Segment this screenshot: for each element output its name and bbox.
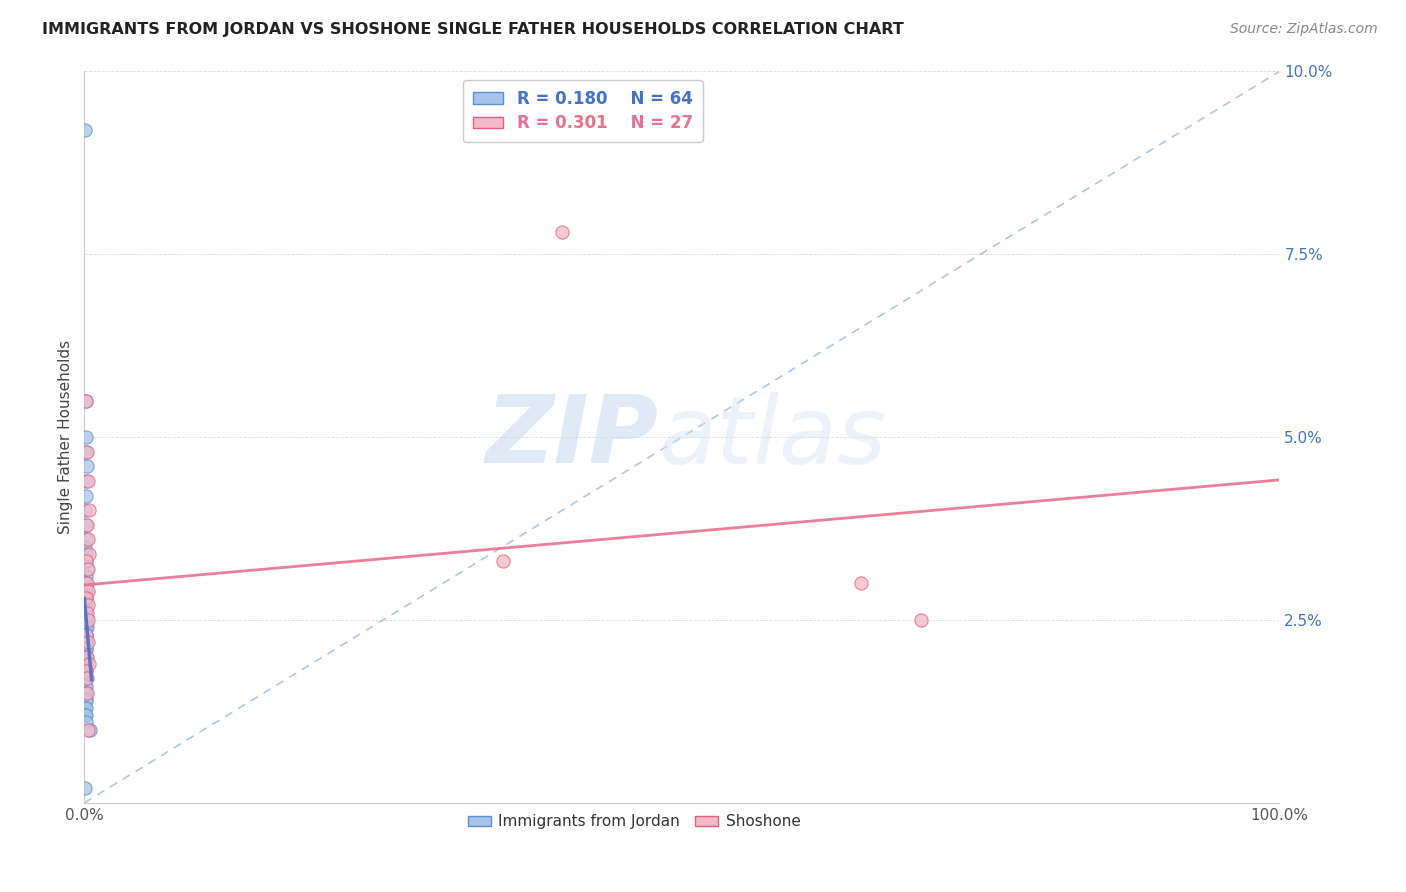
Point xyxy=(75,430,97,444)
Point xyxy=(75,642,97,657)
Point xyxy=(75,613,97,627)
Point xyxy=(77,562,100,576)
Point xyxy=(75,606,97,620)
Point xyxy=(75,576,97,591)
Point xyxy=(75,599,97,613)
Point xyxy=(75,503,97,517)
Point xyxy=(75,635,97,649)
Point xyxy=(75,591,97,605)
Point xyxy=(77,613,100,627)
Point xyxy=(75,591,97,605)
Point xyxy=(75,627,97,641)
Point xyxy=(75,686,97,700)
Point xyxy=(75,599,97,613)
Point xyxy=(75,700,97,714)
Point xyxy=(75,642,97,657)
Point xyxy=(75,569,97,583)
Point xyxy=(75,606,97,620)
Point xyxy=(75,657,97,671)
Point xyxy=(75,474,97,488)
Point xyxy=(75,715,97,730)
Point xyxy=(75,583,97,598)
Point xyxy=(551,225,574,239)
Point xyxy=(75,664,97,678)
Point xyxy=(75,664,97,678)
Point xyxy=(75,781,97,796)
Point xyxy=(75,554,97,568)
Point xyxy=(76,686,98,700)
Point xyxy=(492,554,515,568)
Point xyxy=(75,679,97,693)
Point xyxy=(75,393,97,408)
Point xyxy=(75,540,97,554)
Point xyxy=(76,562,98,576)
Point xyxy=(75,672,97,686)
Point xyxy=(75,664,97,678)
Text: Source: ZipAtlas.com: Source: ZipAtlas.com xyxy=(1230,22,1378,37)
Point xyxy=(75,679,97,693)
Point xyxy=(77,503,100,517)
Point xyxy=(75,444,97,458)
Point xyxy=(77,474,100,488)
Point xyxy=(75,657,97,671)
Point xyxy=(851,576,873,591)
Point xyxy=(75,708,97,723)
Point xyxy=(75,672,97,686)
Point xyxy=(76,444,98,458)
Point xyxy=(910,613,932,627)
Point xyxy=(75,123,97,137)
Point xyxy=(75,649,97,664)
Point xyxy=(76,517,98,532)
Point xyxy=(75,489,97,503)
Point xyxy=(76,672,98,686)
Point xyxy=(77,635,100,649)
Point xyxy=(75,591,97,605)
Y-axis label: Single Father Households: Single Father Households xyxy=(58,340,73,534)
Point xyxy=(77,583,100,598)
Point xyxy=(75,620,97,634)
Text: ZIP: ZIP xyxy=(485,391,658,483)
Point xyxy=(76,620,98,634)
Point xyxy=(75,576,97,591)
Point xyxy=(77,533,100,547)
Point xyxy=(75,657,97,671)
Point xyxy=(76,606,98,620)
Point xyxy=(75,686,97,700)
Point xyxy=(75,627,97,641)
Point xyxy=(77,723,100,737)
Point xyxy=(75,693,97,707)
Point xyxy=(75,517,97,532)
Point xyxy=(75,533,97,547)
Point xyxy=(76,459,98,474)
Point xyxy=(75,693,97,707)
Point xyxy=(75,547,97,561)
Point xyxy=(75,635,97,649)
Point xyxy=(75,649,97,664)
Point xyxy=(76,649,98,664)
Point xyxy=(75,627,97,641)
Legend: Immigrants from Jordan, Shoshone: Immigrants from Jordan, Shoshone xyxy=(461,808,807,836)
Point xyxy=(75,649,97,664)
Point xyxy=(75,613,97,627)
Point xyxy=(75,642,97,657)
Point xyxy=(75,583,97,598)
Point xyxy=(75,700,97,714)
Text: atlas: atlas xyxy=(658,392,886,483)
Point xyxy=(75,627,97,641)
Point xyxy=(77,547,100,561)
Point xyxy=(77,599,100,613)
Point xyxy=(77,657,100,671)
Point xyxy=(75,554,97,568)
Point xyxy=(79,723,101,737)
Point xyxy=(75,393,97,408)
Point xyxy=(75,708,97,723)
Point xyxy=(75,613,97,627)
Point xyxy=(75,664,97,678)
Point xyxy=(75,620,97,634)
Point xyxy=(76,576,98,591)
Point xyxy=(75,635,97,649)
Text: IMMIGRANTS FROM JORDAN VS SHOSHONE SINGLE FATHER HOUSEHOLDS CORRELATION CHART: IMMIGRANTS FROM JORDAN VS SHOSHONE SINGL… xyxy=(42,22,904,37)
